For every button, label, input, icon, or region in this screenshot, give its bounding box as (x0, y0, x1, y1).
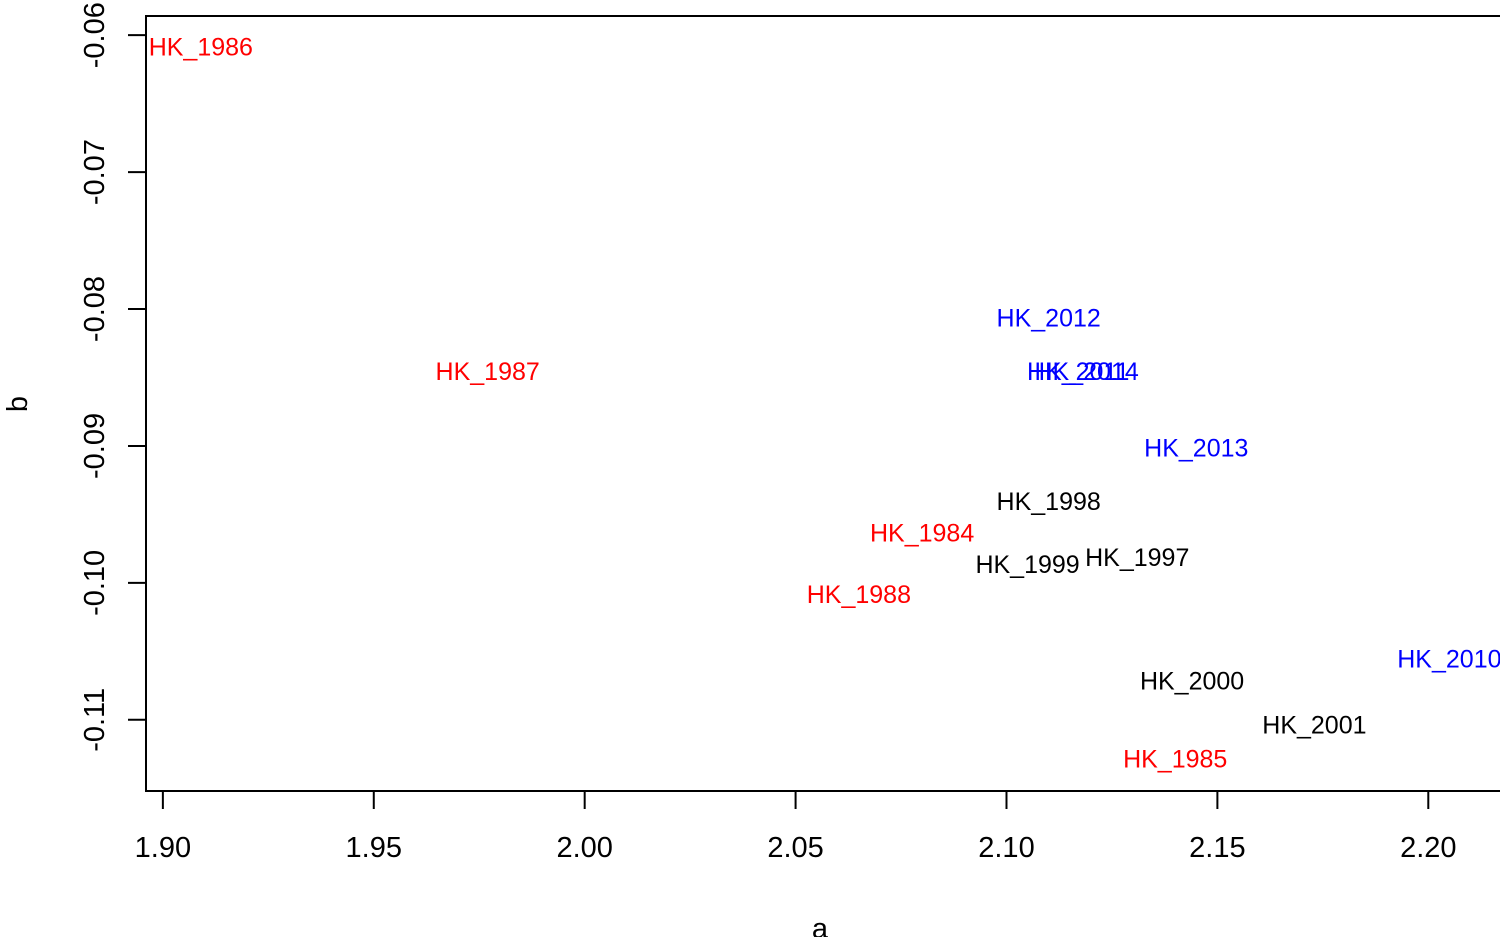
y-tick-label: -0.10 (79, 550, 111, 616)
y-tick-label: -0.06 (79, 2, 111, 68)
point-label: HK_2013 (1144, 435, 1248, 463)
point-label: HK_1988 (807, 581, 911, 609)
point-label: HK_1987 (436, 358, 540, 386)
x-tick-label: 1.90 (135, 832, 191, 864)
y-tick-label: -0.09 (79, 413, 111, 479)
point-label: HK_2001 (1262, 711, 1366, 739)
plot-layer: HK_1986 HK_1987 HK_1984 HK_1988 HK_1985 HK_19… (145, 15, 1500, 792)
point-label: HK_2000 (1140, 667, 1244, 695)
point-label: HK_1986 (149, 33, 253, 61)
point-label: HK_2010 (1397, 646, 1500, 674)
point-label: HK_2014 (1035, 358, 1139, 386)
y-tick-label: -0.11 (79, 688, 111, 752)
x-tick-label: 2.10 (978, 832, 1034, 864)
point-label: HK_2012 (997, 305, 1101, 333)
y-axis: -0.06 -0.07 -0.08 -0.09 -0.10 -0.11 (79, 2, 147, 752)
point-label: HK_1985 (1123, 746, 1227, 774)
point-label: HK_1999 (975, 551, 1079, 579)
point-label: HK_1997 (1085, 544, 1189, 572)
point-label: HK_2011 (1027, 358, 1129, 386)
point-label: HK_1984 (870, 520, 974, 548)
plot-frame (145, 15, 1500, 792)
x-axis-title: a (812, 913, 829, 937)
y-tick-label: -0.07 (79, 139, 111, 205)
x-tick-label: 2.20 (1400, 832, 1456, 864)
x-tick-label: 2.05 (767, 832, 823, 864)
point-label: HK_1998 (997, 488, 1101, 516)
y-axis-title: b (2, 396, 34, 412)
x-tick-label: 1.95 (346, 832, 402, 864)
x-axis: 1.90 1.95 2.00 2.05 2.10 2.15 2.20 (135, 790, 1457, 864)
y-tick-label: -0.08 (79, 276, 111, 342)
x-tick-label: 2.00 (556, 832, 612, 864)
x-tick-label: 2.15 (1189, 832, 1245, 864)
